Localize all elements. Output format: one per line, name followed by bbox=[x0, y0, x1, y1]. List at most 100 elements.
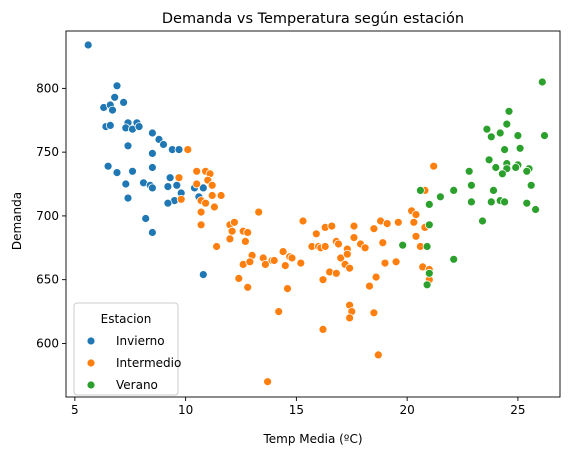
data-point bbox=[331, 268, 341, 278]
data-point bbox=[482, 124, 492, 134]
data-point bbox=[225, 234, 235, 244]
data-point bbox=[296, 258, 306, 268]
data-point bbox=[334, 239, 343, 249]
data-point bbox=[371, 272, 381, 282]
data-point bbox=[318, 275, 328, 285]
data-point bbox=[409, 217, 419, 227]
data-point bbox=[198, 270, 208, 280]
data-point bbox=[283, 284, 292, 294]
data-point bbox=[336, 253, 346, 263]
data-point bbox=[147, 228, 157, 237]
data-point bbox=[234, 273, 244, 283]
data-point bbox=[495, 128, 505, 138]
y-tick-label: 800 bbox=[36, 81, 59, 95]
y-tick-label: 650 bbox=[36, 273, 59, 287]
data-point bbox=[311, 229, 321, 239]
data-point bbox=[108, 105, 117, 115]
data-point bbox=[207, 180, 217, 190]
data-point bbox=[192, 166, 202, 176]
x-tick-label: 15 bbox=[289, 403, 304, 417]
legend-marker-verano bbox=[86, 380, 96, 390]
legend: Estacion Invierno Intermedio Verano bbox=[73, 302, 181, 396]
data-point bbox=[110, 92, 120, 102]
data-point bbox=[349, 221, 359, 231]
data-point bbox=[212, 242, 222, 251]
data-point bbox=[269, 256, 279, 265]
data-point bbox=[373, 350, 383, 360]
data-point bbox=[174, 173, 184, 183]
data-point bbox=[147, 183, 157, 193]
data-point bbox=[398, 240, 408, 250]
data-point bbox=[165, 173, 175, 183]
data-point bbox=[260, 259, 270, 269]
data-point bbox=[464, 166, 474, 176]
data-point bbox=[424, 220, 434, 230]
data-point bbox=[345, 263, 355, 273]
data-point bbox=[424, 199, 434, 209]
data-point bbox=[209, 202, 219, 212]
data-point bbox=[141, 214, 151, 223]
data-point bbox=[391, 257, 401, 267]
data-point bbox=[484, 155, 494, 165]
data-point bbox=[103, 161, 113, 171]
data-point bbox=[254, 207, 264, 217]
data-point bbox=[198, 183, 208, 193]
data-point bbox=[159, 140, 168, 149]
data-point bbox=[119, 98, 128, 107]
data-point bbox=[216, 191, 226, 200]
data-point bbox=[192, 179, 202, 189]
data-point bbox=[183, 145, 193, 155]
plot-area: 5 10 15 20 25 600 650 700 750 800 bbox=[36, 30, 561, 417]
data-point bbox=[112, 81, 122, 91]
legend-box bbox=[73, 302, 179, 396]
data-point bbox=[274, 307, 284, 317]
data-point bbox=[422, 280, 432, 290]
data-point bbox=[415, 185, 425, 195]
legend-marker-invierno bbox=[86, 336, 96, 346]
chart-title: Demanda vs Temperatura según estación bbox=[162, 11, 464, 27]
data-point bbox=[345, 313, 355, 323]
plot-frame bbox=[65, 30, 561, 398]
data-point bbox=[121, 179, 131, 189]
data-point bbox=[411, 231, 421, 241]
data-point bbox=[380, 258, 390, 268]
data-point bbox=[243, 228, 253, 237]
data-point bbox=[515, 143, 525, 153]
data-point bbox=[134, 122, 144, 131]
data-point bbox=[424, 268, 434, 278]
legend-label-intermedio: Intermedio bbox=[116, 356, 181, 370]
data-point bbox=[478, 216, 487, 226]
data-point bbox=[513, 131, 523, 141]
data-point bbox=[342, 249, 352, 259]
data-point bbox=[227, 226, 237, 236]
data-point bbox=[280, 261, 290, 271]
data-point bbox=[382, 219, 392, 229]
x-axis-label: Temp Media (ºC) bbox=[262, 432, 362, 446]
data-point bbox=[278, 247, 288, 257]
data-point bbox=[176, 194, 186, 204]
data-point bbox=[369, 224, 379, 234]
data-point bbox=[504, 106, 514, 116]
data-point bbox=[360, 243, 370, 253]
y-axis-label: Demanda bbox=[10, 192, 24, 250]
data-point bbox=[243, 282, 253, 292]
data-point bbox=[491, 163, 501, 172]
data-point bbox=[526, 180, 536, 190]
data-point bbox=[429, 161, 439, 171]
legend-marker-intermedio bbox=[86, 358, 96, 368]
data-point bbox=[201, 198, 211, 208]
legend-label-verano: Verano bbox=[116, 378, 158, 392]
data-point bbox=[229, 217, 239, 227]
data-point bbox=[196, 207, 206, 217]
data-point bbox=[147, 128, 157, 138]
data-point bbox=[489, 185, 498, 195]
data-point bbox=[112, 168, 122, 178]
data-point bbox=[287, 253, 297, 263]
y-tick-label: 700 bbox=[36, 209, 59, 223]
data-point bbox=[502, 119, 512, 129]
data-point bbox=[497, 169, 507, 179]
x-tick-label: 10 bbox=[178, 403, 193, 417]
data-point bbox=[393, 217, 403, 227]
data-point bbox=[298, 216, 308, 226]
